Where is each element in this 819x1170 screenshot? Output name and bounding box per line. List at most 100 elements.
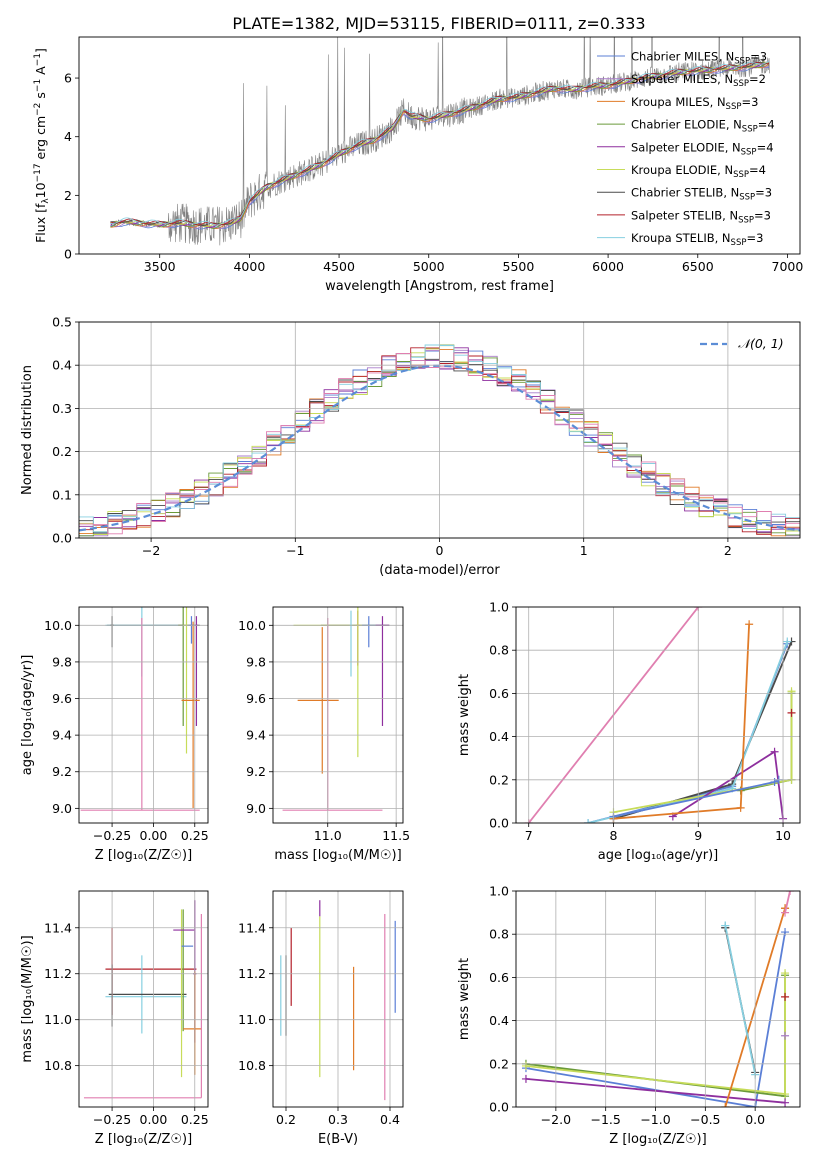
series-marker bbox=[786, 891, 795, 895]
y-tick-label: 0.5 bbox=[52, 315, 72, 330]
y-tick-label: 0.4 bbox=[52, 358, 72, 373]
legend-label: Salpeter MILES, NSSP=2 bbox=[631, 72, 766, 89]
y-tick-label: 10.0 bbox=[238, 618, 266, 633]
x-tick-label: 9 bbox=[694, 828, 702, 843]
x-tick-label: 7000 bbox=[772, 259, 804, 274]
x-tick-label: 0.00 bbox=[140, 1112, 168, 1127]
model-line-chabrier-miles bbox=[110, 65, 769, 230]
x-tick-label: 0 bbox=[436, 543, 444, 558]
x-tick-label: 4000 bbox=[233, 259, 265, 274]
series-marker bbox=[721, 921, 730, 930]
y-axis-label: age [log₁₀(age/yr)] bbox=[20, 655, 35, 776]
y-tick-label: 0.0 bbox=[489, 816, 509, 831]
x-axis-label: Z [log₁₀(Z/Z☉)] bbox=[95, 848, 192, 863]
y-axis-label: Flux [fλ10−17 erg cm−2 s−1 A−1] bbox=[33, 48, 51, 243]
panel-spectrum: 3500 4000 4500 5000 5500 6000 6500 7000 0 2 4 6 wave… bbox=[33, 36, 804, 294]
axes-frame bbox=[515, 890, 801, 1108]
panel-massweight_vs_Z: −2.0 −1.5 −1.0 −0.5 0.0 0.0 0.2 0.4 0.6 0.8 1.0 Z [… bbox=[457, 884, 801, 1147]
series-marker bbox=[787, 687, 796, 696]
x-axis-label: mass [log₁₀(M/M☉)] bbox=[274, 848, 401, 863]
x-tick-label: 0.4 bbox=[380, 1112, 400, 1127]
y-tick-label: 0.3 bbox=[52, 401, 72, 416]
legend-label: Salpeter STELIB, NSSP=3 bbox=[631, 208, 771, 225]
series-line bbox=[724, 925, 757, 1075]
x-tick-label: 0.3 bbox=[328, 1112, 348, 1127]
x-tick-label: 10 bbox=[775, 828, 791, 843]
series-marker bbox=[787, 708, 796, 717]
y-tick-label: 9.2 bbox=[52, 764, 72, 779]
y-tick-label: 11.0 bbox=[238, 1012, 266, 1027]
y-axis-label: Normed distribution bbox=[20, 365, 35, 495]
axes-frame bbox=[515, 606, 801, 824]
x-tick-label: 4500 bbox=[323, 259, 355, 274]
legend-label: Kroupa MILES, NSSP=3 bbox=[631, 95, 758, 112]
series-line bbox=[613, 641, 793, 820]
x-tick-label: 0.25 bbox=[181, 1112, 209, 1127]
y-tick-label: 9.0 bbox=[52, 801, 72, 816]
series-marker bbox=[770, 777, 779, 786]
y-tick-label: 0.1 bbox=[52, 487, 72, 502]
series-marker bbox=[781, 908, 790, 917]
x-tick-label: 1 bbox=[580, 543, 588, 558]
series-marker bbox=[745, 620, 754, 629]
model-line-kroupa-elodie bbox=[110, 61, 770, 227]
panel-age_vs_Z: −0.25 0.00 0.25 9.0 9.2 9.4 9.6 9.8 10.0 Z [log₁₀… bbox=[20, 606, 209, 863]
legend-label: Chabrier MILES, NSSP=3 bbox=[631, 50, 767, 67]
y-tick-label: 11.2 bbox=[44, 966, 72, 981]
series-marker bbox=[736, 803, 745, 812]
axes-frame bbox=[78, 890, 209, 1108]
x-tick-label: −1.0 bbox=[640, 1112, 670, 1127]
y-tick-label: 0.2 bbox=[489, 772, 509, 787]
y-tick-label: 9.6 bbox=[246, 691, 266, 706]
y-tick-label: 1.0 bbox=[489, 600, 509, 615]
series-marker bbox=[781, 1098, 790, 1107]
panel-mass_vs_ebv: 0.2 0.3 0.4 10.8 11.0 11.2 11.4 E(B-V) bbox=[238, 890, 404, 1147]
y-axis-label: mass weight bbox=[457, 674, 472, 756]
panel-massweight_vs_age: 7 8 9 10 0.0 0.2 0.4 0.6 0.8 1.0 age [log₁₀(age/yr… bbox=[457, 600, 801, 863]
x-tick-label: 3500 bbox=[144, 259, 176, 274]
x-tick-label: 5500 bbox=[503, 259, 535, 274]
x-axis-label: E(B-V) bbox=[318, 1132, 358, 1147]
y-tick-label: 10.8 bbox=[238, 1058, 266, 1073]
x-tick-label: −2 bbox=[142, 543, 160, 558]
plot-area bbox=[80, 607, 200, 811]
x-tick-label: 0.00 bbox=[140, 828, 168, 843]
x-tick-label: 5000 bbox=[413, 259, 445, 274]
y-tick-label: 11.0 bbox=[44, 1012, 72, 1027]
x-tick-label: 11.0 bbox=[314, 828, 342, 843]
series-line bbox=[587, 643, 789, 823]
x-tick-label: 6500 bbox=[682, 259, 714, 274]
series-line bbox=[740, 693, 793, 792]
plot-area bbox=[110, 37, 770, 246]
y-tick-label: 2 bbox=[64, 188, 72, 203]
y-tick-label: 0.0 bbox=[52, 531, 72, 546]
x-axis-label: age [log₁₀(age/yr)] bbox=[598, 848, 719, 863]
plot-area bbox=[521, 891, 795, 1107]
legend-label: Chabrier ELODIE, NSSP=4 bbox=[631, 118, 775, 135]
series-marker bbox=[521, 1061, 530, 1070]
y-tick-label: 9.6 bbox=[52, 691, 72, 706]
series-marker bbox=[521, 1074, 530, 1083]
panel-residuals: −2 −1 0 1 2 0.0 0.1 0.2 0.3 0.4 0.5 (data-model)/er… bbox=[20, 315, 801, 578]
legend-label: Kroupa ELODIE, NSSP=4 bbox=[631, 163, 766, 180]
y-tick-label: 0.2 bbox=[52, 444, 72, 459]
y-tick-label: 9.4 bbox=[52, 728, 72, 743]
y-tick-label: 0 bbox=[64, 247, 72, 262]
y-tick-label: 0.8 bbox=[489, 643, 509, 658]
y-axis-label: mass weight bbox=[457, 958, 472, 1040]
series-marker bbox=[770, 747, 779, 756]
series-marker bbox=[781, 928, 790, 937]
y-tick-label: 0.8 bbox=[489, 927, 509, 942]
x-tick-label: 11.5 bbox=[382, 828, 410, 843]
series-line bbox=[784, 891, 791, 913]
y-tick-label: 11.4 bbox=[44, 920, 72, 935]
legend-label: 𝒩(0, 1) bbox=[738, 336, 784, 351]
y-tick-label: 1.0 bbox=[489, 884, 509, 899]
x-tick-label: −1.5 bbox=[591, 1112, 621, 1127]
legend-label: Kroupa STELIB, NSSP=3 bbox=[631, 231, 763, 248]
series-marker bbox=[781, 992, 790, 1001]
series-marker bbox=[584, 819, 593, 823]
y-tick-label: 9.8 bbox=[246, 654, 266, 669]
plot-area bbox=[282, 607, 390, 811]
